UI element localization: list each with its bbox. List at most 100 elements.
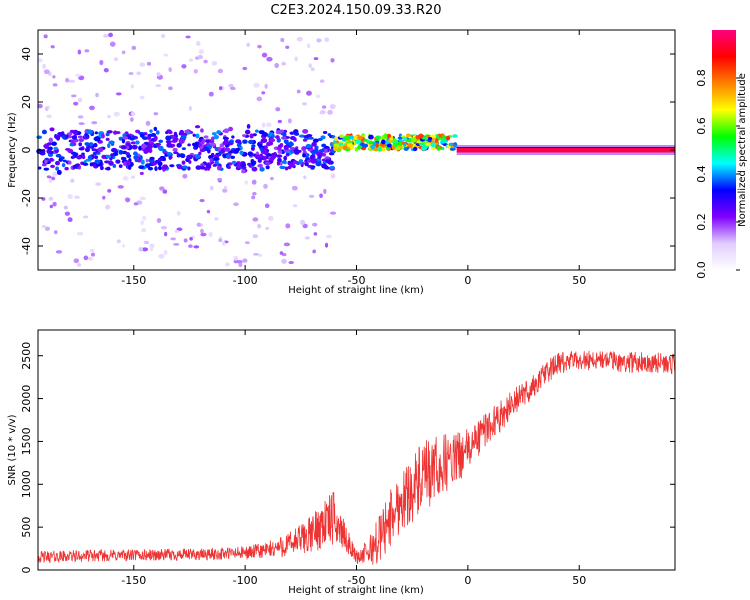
spectrogram-cell xyxy=(223,185,228,189)
spectrogram-cell xyxy=(333,146,339,152)
spectrogram-cell xyxy=(100,133,105,139)
spectrogram-cell xyxy=(306,43,311,49)
spectrogram-cell xyxy=(308,136,314,140)
spectrogram-cell xyxy=(87,155,93,160)
spectrogram-cell xyxy=(187,166,191,171)
spectrogram-cell xyxy=(436,146,441,151)
spectrogram-cell xyxy=(242,134,247,137)
colorbar-tick-label: 0.0 xyxy=(695,261,708,279)
spectrogram-cell xyxy=(315,145,319,150)
spectrogram-cell xyxy=(43,69,50,75)
spectrogram-cell xyxy=(197,54,204,60)
spectrogram-cell xyxy=(143,240,150,245)
spectrogram-cell xyxy=(279,251,284,255)
spectrogram-cell xyxy=(193,69,198,74)
spectrogram-cell xyxy=(368,140,374,145)
spectrogram-cell xyxy=(105,204,111,210)
spectrogram-cell xyxy=(293,137,297,142)
spectrogram-cell xyxy=(316,38,322,43)
spectrogram-cell xyxy=(157,157,164,161)
spectrogram-cell xyxy=(165,140,172,144)
spectrogram-cell xyxy=(439,140,447,144)
spectrogram-cell xyxy=(153,135,158,141)
spectrogram-cell xyxy=(176,143,182,148)
spectrogram-cell xyxy=(397,136,403,140)
spectrogram-cell xyxy=(334,136,338,141)
spectrogram-cell xyxy=(117,185,124,189)
spectrogram-cell xyxy=(252,234,259,239)
spectrogram-cell xyxy=(403,142,407,147)
spectrogram-cell xyxy=(285,152,290,157)
spectrogram-cell xyxy=(386,143,392,148)
spectrogram-cell xyxy=(48,178,53,184)
spectrogram-cell xyxy=(244,241,250,245)
spectrogram-cell xyxy=(178,138,185,144)
spectrogram-cell xyxy=(285,45,290,49)
spectrogram-cell xyxy=(329,104,336,110)
spectrogram-cell xyxy=(434,138,439,143)
spectrogram-cell xyxy=(357,135,363,140)
spectrogram-cell xyxy=(130,84,135,89)
spectrogram-x-tick-label: 50 xyxy=(572,274,586,287)
spectrogram-cell xyxy=(310,158,317,164)
spectrogram-cell xyxy=(181,160,186,165)
spectrogram-cell xyxy=(67,194,73,200)
spectrogram-cell xyxy=(82,162,89,166)
spectrogram-cell xyxy=(122,176,129,181)
spectrogram-cell xyxy=(78,122,85,126)
spectrogram-cell xyxy=(396,142,403,146)
spectrogram-cell xyxy=(115,92,122,96)
spectrogram-carrier-line xyxy=(456,147,675,153)
spectrogram-cell xyxy=(170,237,177,241)
spectrogram-cell xyxy=(261,122,266,128)
spectrogram-cell xyxy=(72,129,79,135)
spectrogram-cell xyxy=(185,35,191,39)
spectrogram-cell xyxy=(188,105,192,111)
spectrogram-cell xyxy=(338,144,344,150)
spectrogram-cell xyxy=(283,242,291,247)
spectrogram-cell xyxy=(260,138,268,144)
spectrogram-cell xyxy=(242,66,248,71)
spectrogram-cell xyxy=(248,162,252,168)
spectrogram-cell xyxy=(105,154,112,159)
spectrogram-cell xyxy=(65,134,69,138)
spectrogram-y-ticks: -40 -20 0 20 40 xyxy=(20,47,675,255)
spectrogram-cell xyxy=(225,153,231,158)
spectrogram-cell xyxy=(51,141,57,146)
spectrogram-cell xyxy=(94,155,99,160)
spectrogram-cell xyxy=(211,152,215,157)
spectrogram-cell xyxy=(312,222,318,227)
spectrogram-cell xyxy=(329,165,336,170)
spectrogram-cell xyxy=(192,133,196,137)
spectrogram-cell xyxy=(183,238,188,243)
spectrogram-cell xyxy=(103,67,109,73)
spectrogram-cell xyxy=(213,156,218,161)
spectrogram-cell xyxy=(308,63,312,69)
spectrogram-cell xyxy=(37,58,43,63)
spectrogram-cell xyxy=(89,248,95,253)
spectrogram-cell xyxy=(222,140,229,146)
spectrogram-cell xyxy=(145,120,151,126)
spectrogram-cell xyxy=(453,144,458,148)
spectrogram-cell xyxy=(270,152,278,157)
spectrogram-cell xyxy=(181,147,186,151)
spectrogram-cell xyxy=(193,245,200,249)
spectrogram-panel: -150 -100 -50 0 50 -40 -20 0 20 40 Height of str… xyxy=(7,29,676,296)
spectrogram-cell xyxy=(43,167,50,171)
spectrogram-cell xyxy=(178,153,186,158)
spectrogram-cell xyxy=(305,144,312,149)
spectrogram-cell xyxy=(253,82,260,88)
spectrogram-cell xyxy=(270,176,274,181)
chart-title: C2E3.2024.150.09.33.R20 xyxy=(270,3,441,18)
spectrogram-cell xyxy=(308,194,315,198)
spectrogram-cell xyxy=(319,193,323,199)
snr-series-line xyxy=(37,350,676,565)
spectrogram-cell xyxy=(105,137,110,141)
spectrogram-cell xyxy=(171,139,178,143)
spectrogram-cell xyxy=(218,238,223,243)
spectrogram-cell xyxy=(88,142,94,147)
spectrogram-cell xyxy=(215,160,219,166)
spectrogram-x-tick-label: -150 xyxy=(121,274,146,287)
spectrogram-cell xyxy=(208,231,213,238)
spectrogram-cell xyxy=(147,143,153,149)
